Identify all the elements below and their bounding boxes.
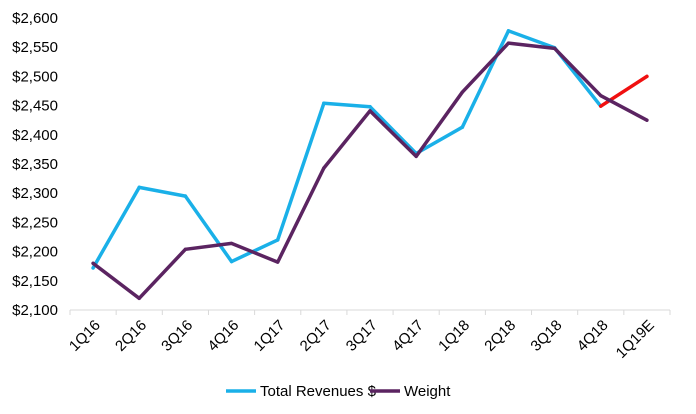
x-tick-label: 4Q18 [574, 317, 612, 355]
y-tick-label: $2,200 [12, 244, 58, 261]
data-point [599, 94, 603, 98]
y-tick-label: $2,550 [12, 39, 58, 56]
line-segment [183, 194, 234, 264]
data-point [137, 185, 141, 189]
data-point [276, 238, 280, 242]
series-line [91, 41, 649, 301]
x-tick-label: 1Q16 [66, 317, 104, 355]
line-segment [137, 185, 188, 198]
y-tick-label: $2,350 [12, 156, 58, 173]
y-tick-label: $2,150 [12, 273, 58, 290]
legend-label: Weight [404, 383, 451, 400]
x-tick-label: 2Q18 [481, 317, 519, 355]
line-segment [414, 125, 465, 156]
data-point [183, 247, 187, 251]
x-tick-label: 1Q18 [435, 317, 473, 355]
x-tick-label: 4Q16 [204, 317, 242, 355]
x-tick-label: 2Q16 [112, 317, 150, 355]
y-tick-label: $2,100 [12, 302, 58, 319]
data-point [506, 41, 511, 45]
data-point [645, 118, 649, 122]
data-point [322, 101, 326, 105]
x-tick-label: 3Q18 [527, 317, 565, 355]
line-segment [460, 29, 511, 129]
y-axis: $2,100 $2,150 $2,200 $2,250 $2,300 $2,350 $2,4… [12, 10, 58, 319]
legend-item: Weight [370, 383, 451, 400]
x-tick-label: 1Q17 [251, 317, 289, 355]
data-point [91, 261, 95, 265]
data-point [137, 296, 141, 300]
data-point [645, 74, 649, 78]
data-point [183, 194, 187, 198]
x-tick-label: 1Q19E [613, 317, 658, 362]
legend: Total Revenues $ Weight [226, 383, 451, 400]
data-point [322, 166, 326, 170]
data-point [229, 259, 234, 264]
legend-label: Total Revenues $ [260, 383, 377, 400]
x-axis: 1Q16 2Q16 3Q16 4Q16 1Q17 2Q17 3Q17 4Q17 1Q18 2Q18… [66, 309, 671, 362]
data-point [368, 109, 372, 113]
series-weight [91, 41, 649, 301]
line-segment [229, 238, 280, 264]
y-tick-label: $2,600 [12, 10, 58, 27]
data-point [599, 104, 603, 108]
line-segment [506, 29, 557, 50]
x-tick-label: 3Q16 [158, 317, 196, 355]
y-tick-label: $2,400 [12, 127, 58, 144]
x-tick-label: 2Q17 [297, 317, 335, 355]
data-point [460, 90, 464, 94]
y-tick-label: $2,450 [12, 98, 58, 115]
data-point [460, 125, 464, 129]
data-point [414, 154, 418, 159]
x-tick-label: 4Q17 [389, 317, 427, 355]
data-point [506, 29, 511, 33]
data-point [229, 241, 234, 246]
y-tick-label: $2,500 [12, 68, 58, 85]
series-total-revenues [91, 29, 649, 270]
data-point [276, 260, 280, 264]
y-tick-label: $2,250 [12, 214, 58, 231]
data-point [368, 105, 372, 109]
legend-item: Total Revenues $ [226, 383, 377, 400]
line-segment [275, 101, 326, 242]
y-tick-label: $2,300 [12, 185, 58, 202]
data-point [91, 266, 95, 270]
series-layer [91, 29, 649, 301]
data-point [553, 46, 557, 50]
line-segment [91, 185, 141, 270]
x-tick-label: 3Q17 [343, 317, 381, 355]
line-segment [322, 101, 372, 109]
line-segment [599, 74, 649, 108]
line-segment [368, 105, 418, 156]
